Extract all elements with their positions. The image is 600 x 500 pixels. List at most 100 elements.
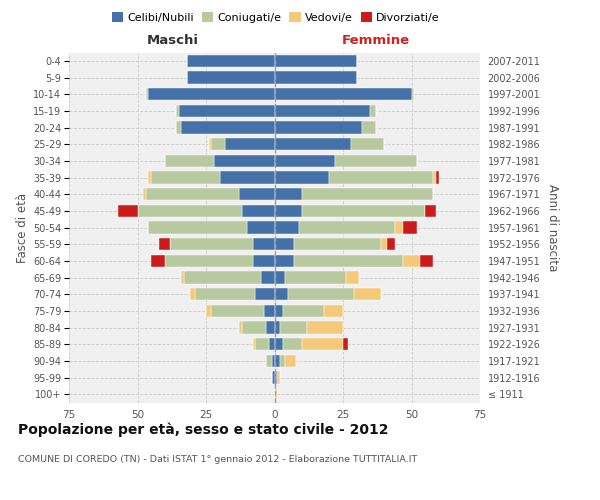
Bar — [148, 88, 275, 101]
Bar — [275, 54, 356, 67]
Text: COMUNE DI COREDO (TN) - Dati ISTAT 1° gennaio 2012 - Elaborazione TUTTITALIA.IT: COMUNE DI COREDO (TN) - Dati ISTAT 1° ge… — [18, 455, 417, 464]
Bar — [239, 188, 275, 200]
Bar — [275, 138, 351, 150]
Bar — [362, 122, 376, 134]
Bar — [302, 204, 425, 217]
Bar — [206, 304, 211, 317]
Bar — [382, 238, 387, 250]
Bar — [247, 221, 275, 234]
Bar — [403, 254, 420, 267]
Bar — [148, 172, 151, 184]
Bar — [146, 188, 239, 200]
Bar — [354, 288, 382, 300]
Legend: Celibi/Nubili, Coniugati/e, Vedovi/e, Divorziati/e: Celibi/Nubili, Coniugati/e, Vedovi/e, Di… — [108, 8, 444, 28]
Bar — [293, 238, 382, 250]
Bar — [266, 354, 272, 367]
Bar — [275, 388, 277, 400]
Bar — [272, 354, 275, 367]
Bar — [275, 322, 280, 334]
Bar — [433, 172, 436, 184]
Bar — [151, 172, 220, 184]
Bar — [370, 104, 376, 117]
Bar — [253, 254, 275, 267]
Bar — [261, 271, 275, 284]
Bar — [184, 271, 261, 284]
Bar — [266, 322, 275, 334]
Bar — [275, 254, 293, 267]
Bar — [277, 371, 280, 384]
Bar — [176, 104, 179, 117]
Bar — [395, 221, 403, 234]
Bar — [436, 172, 439, 184]
Bar — [256, 288, 275, 300]
Bar — [137, 204, 242, 217]
Bar — [283, 338, 302, 350]
Bar — [275, 122, 362, 134]
Bar — [269, 338, 275, 350]
Bar — [275, 288, 288, 300]
Bar — [275, 172, 329, 184]
Bar — [220, 172, 275, 184]
Bar — [275, 304, 283, 317]
Bar — [307, 322, 343, 334]
Bar — [275, 204, 302, 217]
Bar — [275, 104, 370, 117]
Bar — [209, 138, 211, 150]
Bar — [275, 338, 283, 350]
Bar — [275, 188, 302, 200]
Bar — [190, 288, 195, 300]
Bar — [170, 238, 253, 250]
Bar — [302, 338, 343, 350]
Bar — [299, 221, 395, 234]
Bar — [335, 154, 417, 167]
Bar — [187, 54, 275, 67]
Bar — [420, 254, 433, 267]
Bar — [275, 271, 286, 284]
Bar — [288, 288, 354, 300]
Bar — [280, 322, 307, 334]
Bar — [275, 238, 293, 250]
Bar — [343, 338, 349, 350]
Bar — [181, 271, 184, 284]
Bar — [275, 154, 335, 167]
Bar — [211, 304, 263, 317]
Bar — [293, 254, 403, 267]
Bar — [242, 322, 266, 334]
Text: Popolazione per età, sesso e stato civile - 2012: Popolazione per età, sesso e stato civil… — [18, 422, 389, 437]
Bar — [275, 72, 356, 84]
Bar — [160, 238, 170, 250]
Bar — [181, 122, 275, 134]
Bar — [275, 371, 277, 384]
Bar — [165, 154, 214, 167]
Bar — [253, 238, 275, 250]
Bar — [143, 188, 146, 200]
Bar — [263, 304, 275, 317]
Text: Maschi: Maschi — [147, 34, 199, 48]
Bar — [425, 204, 436, 217]
Bar — [214, 154, 275, 167]
Bar — [329, 172, 433, 184]
Bar — [412, 88, 414, 101]
Bar — [187, 72, 275, 84]
Bar — [176, 122, 181, 134]
Bar — [179, 104, 275, 117]
Bar — [280, 354, 286, 367]
Bar — [275, 88, 412, 101]
Bar — [146, 88, 148, 101]
Bar — [118, 204, 137, 217]
Bar — [148, 221, 247, 234]
Bar — [151, 254, 165, 267]
Bar — [324, 304, 343, 317]
Bar — [242, 204, 275, 217]
Bar — [253, 338, 256, 350]
Bar — [286, 271, 346, 284]
Bar — [302, 188, 433, 200]
Bar — [195, 288, 256, 300]
Bar — [286, 354, 296, 367]
Bar — [275, 354, 280, 367]
Text: Femmine: Femmine — [342, 34, 410, 48]
Bar — [239, 322, 242, 334]
Bar — [211, 138, 225, 150]
Bar — [275, 221, 299, 234]
Bar — [346, 271, 359, 284]
